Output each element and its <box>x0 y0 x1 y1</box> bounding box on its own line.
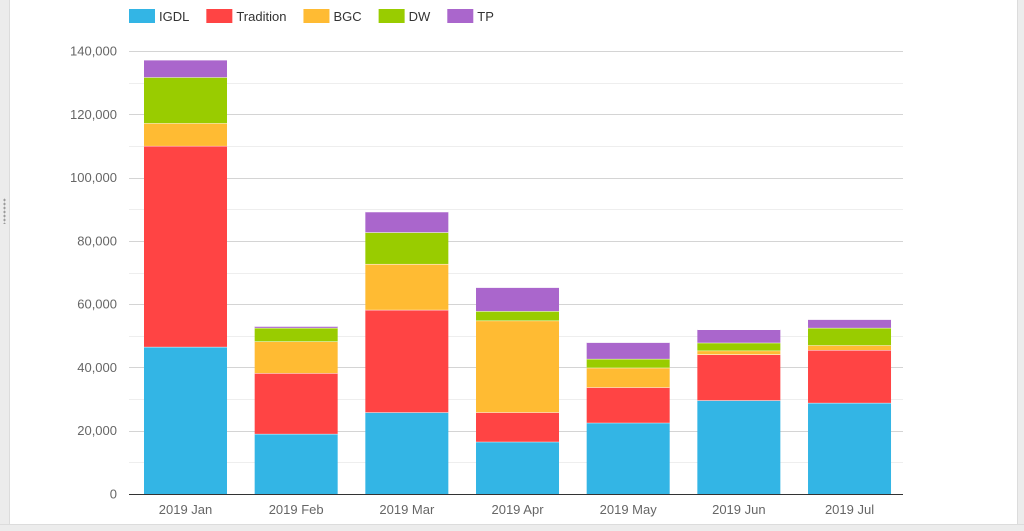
x-tick-label: 2019 Jan <box>159 502 213 517</box>
bar-segment-tp[interactable] <box>144 59 227 78</box>
legend-label: Tradition <box>236 9 286 24</box>
y-tick-label: 120,000 <box>70 107 117 122</box>
legend-swatch <box>129 9 155 23</box>
y-axis: 0 20,000 40,000 60,000 80,000 100,000 120,000 1… <box>70 44 117 502</box>
bar-segment-tradition[interactable] <box>697 354 781 401</box>
bar-segment-tradition[interactable] <box>476 412 560 442</box>
bar-segment-bgc[interactable] <box>476 320 560 413</box>
x-tick-label: 2019 Jul <box>825 502 874 517</box>
bar-segment-igdl[interactable] <box>476 441 560 494</box>
bar-segment-bgc[interactable] <box>808 345 892 351</box>
bar-segment-bgc[interactable] <box>697 350 781 355</box>
bar-segment-igdl[interactable] <box>586 422 670 494</box>
x-tick-label: 2019 May <box>600 502 658 517</box>
x-tick-label: 2019 Mar <box>379 502 435 517</box>
bar-segment-bgc[interactable] <box>254 341 338 374</box>
bar-segment-igdl[interactable] <box>144 346 227 494</box>
bar-segment-tp[interactable] <box>254 326 338 328</box>
y-tick-label: 80,000 <box>77 233 117 248</box>
legend-label: BGC <box>333 9 361 24</box>
y-tick-label: 60,000 <box>77 297 117 312</box>
legend-item-dw[interactable]: DW <box>378 9 431 24</box>
panel-bottom-border <box>0 524 1024 531</box>
bar-segment-tradition[interactable] <box>586 387 670 423</box>
y-tick-label: 20,000 <box>77 423 117 438</box>
panel-right-border <box>1017 0 1024 531</box>
legend-item-tp[interactable]: TP <box>447 9 494 24</box>
y-tick-label: 100,000 <box>70 170 117 185</box>
bar-segment-tp[interactable] <box>476 287 560 312</box>
bar-segment-tradition[interactable] <box>144 145 227 347</box>
bar-segment-tradition[interactable] <box>254 373 338 434</box>
bar-segment-bgc[interactable] <box>586 367 670 388</box>
y-tick-label: 0 <box>110 487 117 502</box>
resize-handle[interactable] <box>3 198 6 224</box>
legend-label: IGDL <box>159 9 189 24</box>
x-axis: 2019 Jan 2019 Feb 2019 Mar 2019 Apr 2019 May… <box>129 494 903 517</box>
legend: IGDL Tradition BGC DW TP <box>129 9 494 24</box>
legend-item-tradition[interactable]: Tradition <box>206 9 286 24</box>
bar-segment-dw[interactable] <box>476 311 560 321</box>
bar-segment-igdl[interactable] <box>808 402 892 494</box>
bar-segment-igdl[interactable] <box>365 412 449 494</box>
bar-segment-igdl[interactable] <box>697 400 781 494</box>
x-tick-label: 2019 Apr <box>491 502 544 517</box>
bars <box>144 59 892 494</box>
y-tick-label: 140,000 <box>70 44 117 59</box>
bar-segment-dw[interactable] <box>365 232 449 264</box>
y-tick-label: 40,000 <box>77 360 117 375</box>
bar-segment-bgc[interactable] <box>365 263 449 310</box>
bar-segment-tradition[interactable] <box>808 350 892 403</box>
legend-swatch <box>447 9 474 23</box>
x-tick-label: 2019 Jun <box>712 502 766 517</box>
legend-item-igdl[interactable]: IGDL <box>129 9 189 24</box>
bar-segment-bgc[interactable] <box>144 123 227 146</box>
legend-swatch <box>378 9 405 23</box>
bar-segment-igdl[interactable] <box>254 433 338 494</box>
legend-label: DW <box>409 9 431 24</box>
bar-segment-tp[interactable] <box>808 319 892 328</box>
legend-swatch <box>206 9 233 23</box>
panel-left-border <box>0 0 10 531</box>
x-tick-label: 2019 Feb <box>269 502 324 517</box>
bar-segment-dw[interactable] <box>144 77 227 124</box>
legend-item-bgc[interactable]: BGC <box>303 9 362 24</box>
bar-segment-tradition[interactable] <box>365 309 449 413</box>
bar-segment-dw[interactable] <box>254 327 338 342</box>
legend-label: TP <box>477 9 494 24</box>
bar-segment-dw[interactable] <box>586 358 670 368</box>
bar-segment-dw[interactable] <box>697 342 781 351</box>
bar-segment-tp[interactable] <box>586 342 670 359</box>
bar-segment-tp[interactable] <box>365 211 449 233</box>
bar-segment-tp[interactable] <box>697 329 781 343</box>
bar-segment-dw[interactable] <box>808 327 892 346</box>
legend-swatch <box>303 9 330 23</box>
